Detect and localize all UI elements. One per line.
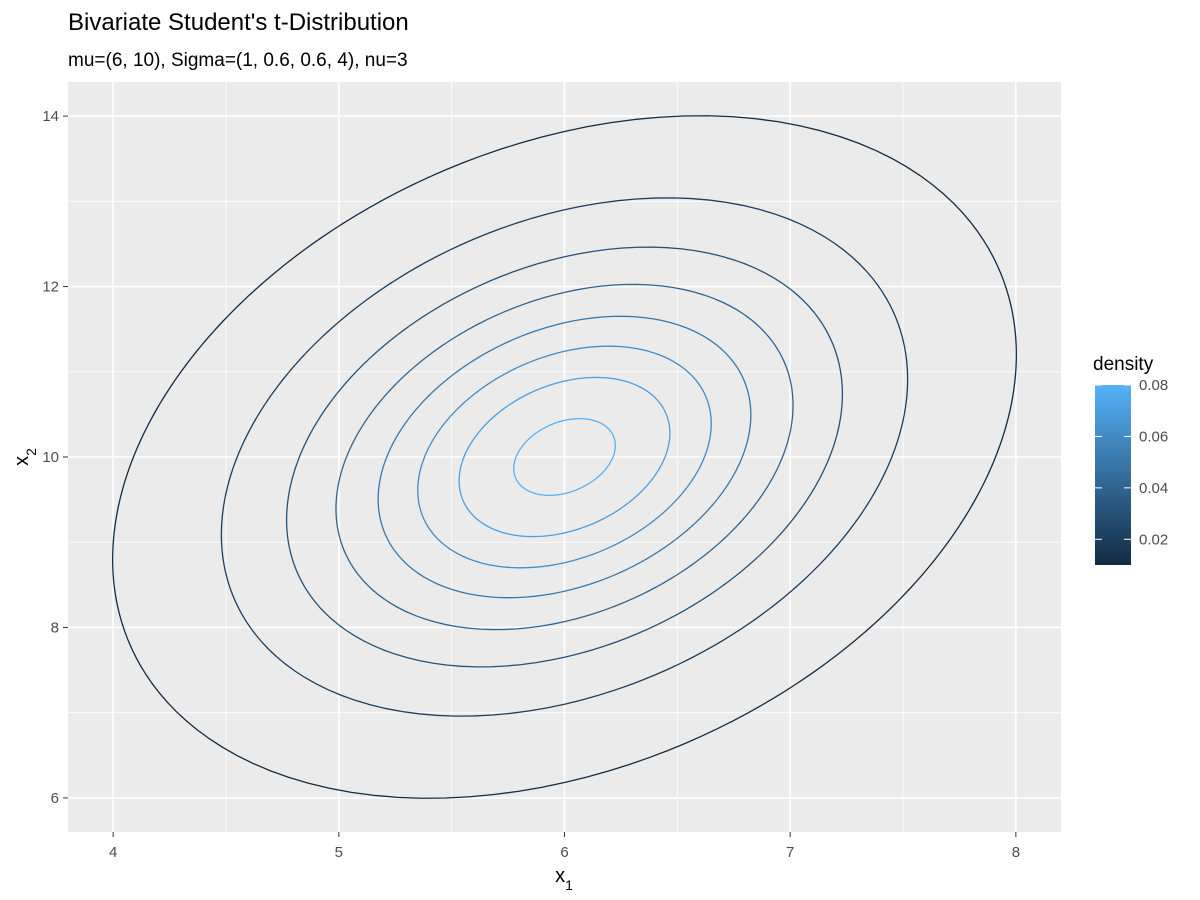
legend-title: density <box>1093 354 1154 375</box>
legend-colorbar <box>1095 385 1131 565</box>
chart-title: Bivariate Student's t-Distribution <box>68 9 409 36</box>
x-tick-label: 5 <box>335 844 343 861</box>
x-tick-label: 6 <box>560 844 568 861</box>
y-tick-label: 14 <box>42 108 59 125</box>
legend-ticks: 0.02 0.04 0.06 0.08 <box>1095 377 1168 548</box>
legend-tick-label: 0.02 <box>1139 531 1168 548</box>
legend-tick-label: 0.06 <box>1139 428 1168 445</box>
x-axis-title-subscript: 1 <box>565 877 573 893</box>
y-axis-title-subscript: 2 <box>23 448 39 456</box>
legend: density 0.02 0.04 0.06 0.08 <box>1093 354 1168 565</box>
x-tick-label: 8 <box>1012 844 1020 861</box>
y-tick-label: 8 <box>51 619 59 636</box>
contour-line <box>458 376 671 538</box>
contour-line <box>377 315 752 599</box>
x-tick-label: 4 <box>109 844 117 861</box>
x-axis-title-main: x <box>555 865 565 887</box>
contour-line <box>513 417 616 497</box>
contour-line <box>285 246 844 668</box>
contour-line <box>220 197 909 717</box>
legend-tick-label: 0.04 <box>1139 480 1168 497</box>
y-axis-title-main: x <box>11 456 33 466</box>
contour-line <box>417 345 712 569</box>
contour-line <box>112 115 1017 799</box>
y-tick-label: 10 <box>42 449 59 466</box>
x-axis-ticks: 4 5 6 7 8 <box>109 832 1020 861</box>
y-axis-title: x2 <box>11 448 39 466</box>
legend-tick-label: 0.08 <box>1139 377 1168 394</box>
x-axis-title: x1 <box>555 865 573 893</box>
y-axis-ticks: 6 8 10 12 14 <box>42 108 68 807</box>
x-tick-label: 7 <box>786 844 794 861</box>
y-tick-label: 12 <box>42 279 59 296</box>
density-contours <box>112 115 1017 799</box>
contour-line <box>335 283 794 631</box>
chart-subtitle: mu=(6, 10), Sigma=(1, 0.6, 0.6, 4), nu=3 <box>68 50 408 71</box>
y-tick-label: 6 <box>51 790 59 807</box>
grid-major <box>68 82 1061 832</box>
